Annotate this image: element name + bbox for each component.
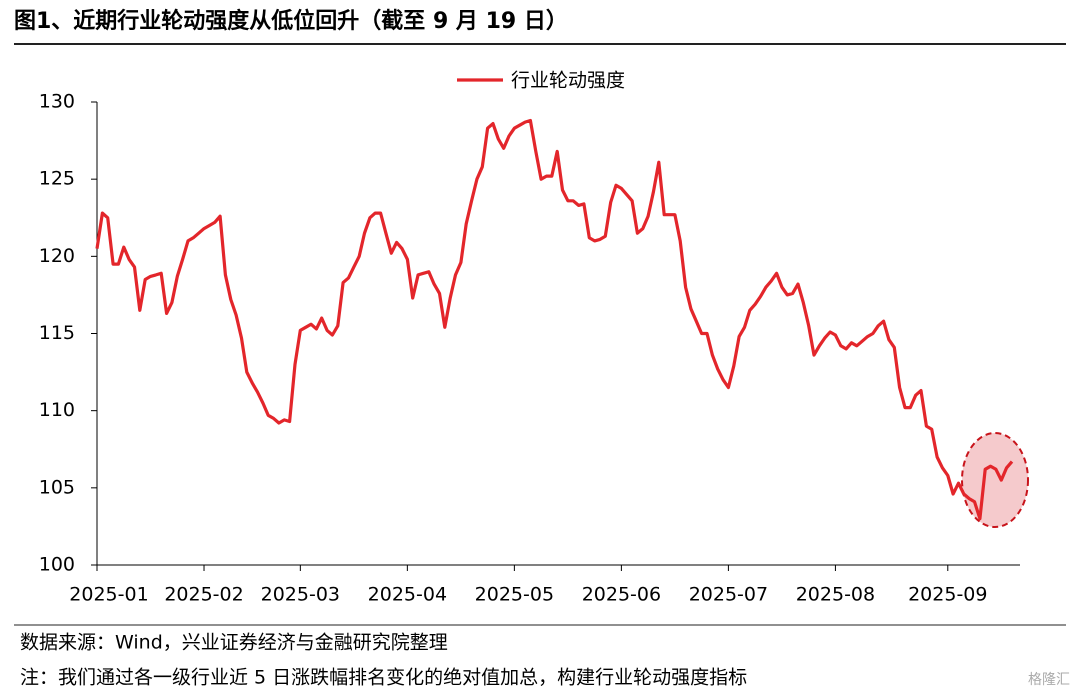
x-tick-label: 2025-01 xyxy=(69,584,148,606)
y-tick-label: 105 xyxy=(39,476,75,498)
x-tick-label: 2025-09 xyxy=(908,584,987,606)
highlight-ellipse xyxy=(961,432,1029,528)
chart-title: 图1、近期行业轮动强度从低位回升（截至 9 月 19 日） xyxy=(14,8,568,34)
y-tick-label: 120 xyxy=(39,245,75,267)
y-tick-label: 130 xyxy=(39,91,75,113)
y-tick-label: 125 xyxy=(39,168,75,190)
y-tick-label: 110 xyxy=(39,399,75,421)
x-tick-label: 2025-04 xyxy=(368,584,447,606)
legend-label: 行业轮动强度 xyxy=(511,70,625,92)
x-tick-label: 2025-02 xyxy=(164,584,243,606)
x-tick-label: 2025-05 xyxy=(475,584,554,606)
x-tick-label: 2025-07 xyxy=(689,584,768,606)
note: 注：我们通过各一级行业近 5 日涨跌幅排名变化的绝对值加总，构建行业轮动强度指标 xyxy=(20,667,747,689)
y-tick-label: 100 xyxy=(39,554,75,576)
source: 数据来源：Wind，兴业证券经济与金融研究院整理 xyxy=(20,632,448,654)
x-tick-label: 2025-08 xyxy=(796,584,875,606)
x-tick-label: 2025-06 xyxy=(582,584,661,606)
series-line xyxy=(95,118,1014,521)
x-tick-label: 2025-03 xyxy=(261,584,340,606)
watermark: 格隆汇 xyxy=(1028,672,1070,688)
y-tick-label: 115 xyxy=(39,322,75,344)
